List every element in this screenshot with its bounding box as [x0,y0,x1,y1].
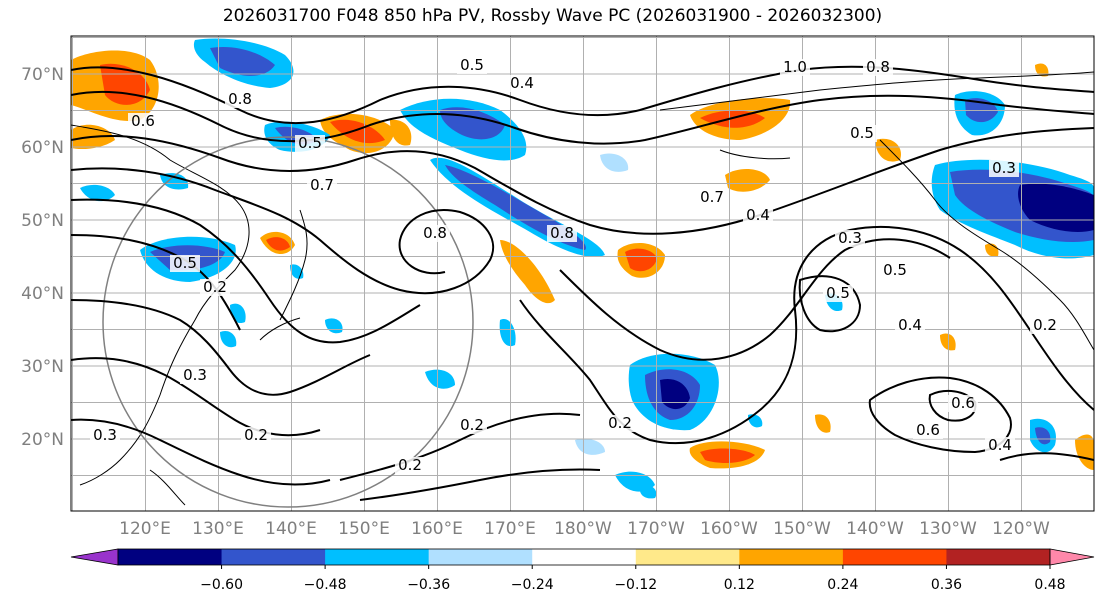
lon-label: 160°E [411,519,463,539]
contour-label: 1.0 [783,58,807,76]
contour-label: 0.3 [992,159,1016,177]
colorbar: −0.60 −0.48 −0.36 −0.24 −0.12 0.12 0.24 0.36 0.4… [70,548,1095,593]
contour-label: 0.7 [700,188,724,206]
map-title: 2026031700 F048 850 hPa PV, Rossby Wave … [222,6,883,26]
contour-label: 0.6 [131,112,155,130]
contour-label: 0.2 [1033,316,1057,334]
map-frame [70,35,1095,512]
colorbar-segment [842,549,947,565]
colorbar-tick-label: 0.12 [724,577,755,593]
colorbar-tick-label: 0.36 [931,577,962,593]
colorbar-segment [118,549,223,565]
longitude-labels: 120°E 130°E 140°E 150°E 160°E 170°E 180°W 170°W… [119,519,1050,539]
colorbar-segment [635,549,740,565]
lon-label: 180°W [554,519,612,539]
contour-label: 0.5 [460,56,484,74]
colorbar-segment [739,549,844,565]
range-ring [102,136,474,508]
colorbar-segment [532,549,637,565]
contour-label: 0.4 [746,206,770,224]
contour-label: 0.5 [883,261,907,279]
colorbar-segment [428,549,533,565]
contour-label: 0.4 [898,316,922,334]
contour-label: 0.2 [203,278,227,296]
colorbar-tick-label: −0.60 [200,577,243,593]
colorbar-segment [946,549,1051,565]
contour-label: 0.2 [398,456,422,474]
contour-label: 0.8 [866,58,890,76]
colorbar-tick-label: 0.48 [1034,577,1065,593]
colorbar-segment [325,549,430,565]
contour-label: 0.2 [460,416,484,434]
contour-label: 0.6 [916,421,940,439]
contour-labels: 0.5 0.4 1.0 0.8 0.8 0.6 0.5 0.5 0.7 0.8 0.7 0.4 0.3 0… [90,56,1060,474]
lon-label: 150°E [338,519,390,539]
contour-label: 0.3 [838,229,862,247]
contour-label: 0.2 [608,414,632,432]
lat-label: 30°N [21,357,64,377]
colorbar-segment [221,549,326,565]
colorbar-extend-max [1049,548,1095,566]
lon-label: 170°W [627,519,685,539]
lon-label: 120°E [119,519,171,539]
contour-label: 0.5 [826,284,850,302]
lon-label: 120°W [992,519,1050,539]
lat-label: 50°N [21,211,64,231]
lon-label: 160°W [700,519,758,539]
contour-label: 0.4 [988,436,1012,454]
lat-label: 70°N [21,65,64,85]
lon-label: 130°E [192,519,244,539]
colorbar-tick-label: −0.24 [511,577,554,593]
lat-label: 40°N [21,284,64,304]
contour-label: 0.7 [310,176,334,194]
contour-label: 0.2 [244,426,268,444]
contour-label: 0.8 [550,224,574,242]
colorbar-tick-label: −0.12 [614,577,657,593]
contour-label: 0.5 [173,254,197,272]
contour-label: 0.3 [183,366,207,384]
lon-label: 140°W [846,519,904,539]
colorbar-tick-label: −0.48 [304,577,347,593]
contour-label: 0.8 [228,90,252,108]
contour-label: 0.5 [298,134,322,152]
lon-label: 170°E [484,519,536,539]
colorbar-extend-min [70,548,119,566]
contour-label: 0.8 [423,224,447,242]
lat-label: 20°N [21,430,64,450]
colorbar-tick-label: 0.24 [827,577,858,593]
latitude-labels: 70°N 60°N 50°N 40°N 30°N 20°N [21,65,64,450]
lon-label: 150°W [773,519,831,539]
colorbar-frame [117,548,1051,566]
contour-label: 0.6 [951,394,975,412]
lat-label: 60°N [21,138,64,158]
lon-label: 130°W [919,519,977,539]
colorbar-tick-label: −0.36 [407,577,450,593]
contour-label: 0.4 [510,74,534,92]
pv-contours [71,65,1094,501]
contour-label: 0.3 [93,426,117,444]
contour-label: 0.5 [850,124,874,142]
lon-label: 140°E [265,519,317,539]
